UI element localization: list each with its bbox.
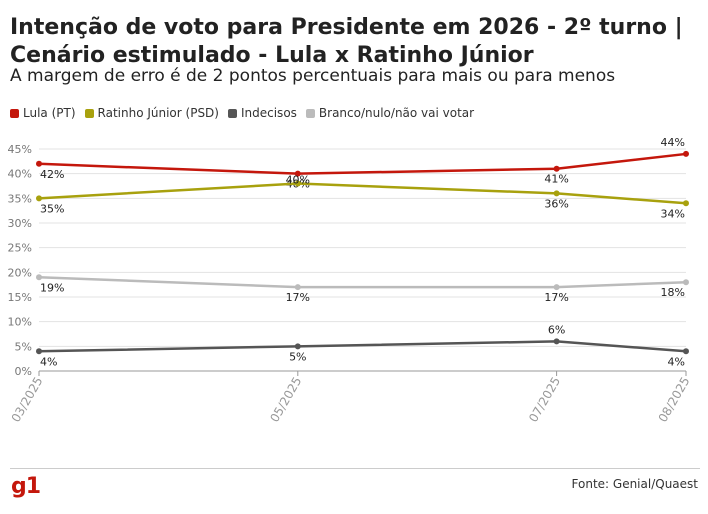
series-line	[38, 340, 687, 353]
data-point	[683, 200, 689, 207]
y-tick-label: 45%	[8, 143, 32, 156]
data-point	[294, 170, 301, 177]
y-tick-label: 30%	[8, 217, 32, 230]
chart-subtitle: A margem de erro é de 2 pontos percentua…	[10, 66, 616, 86]
data-label: 44%	[661, 136, 685, 149]
chart-title: Intenção de voto para Presidente em 2026…	[10, 15, 683, 68]
legend-label-indecisos: Indecisos	[240, 106, 297, 120]
legend-label-branco: Branco/nulo/não vai votar	[318, 106, 475, 120]
data-point	[553, 190, 560, 197]
data-label: 4%	[40, 355, 57, 368]
footer-divider	[10, 468, 700, 469]
data-point	[294, 284, 301, 291]
data-label: 36%	[544, 197, 568, 210]
legend-swatch-lula	[10, 108, 19, 118]
data-label: 18%	[661, 286, 685, 299]
data-label: 19%	[40, 281, 64, 294]
data-label: 17%	[286, 291, 310, 304]
legend-item-lula: Lula (PT)	[10, 106, 76, 120]
data-point	[553, 338, 560, 345]
data-point	[683, 150, 689, 157]
data-label: 35%	[40, 202, 64, 215]
x-tick-label: 07/2025	[526, 375, 563, 425]
data-point	[36, 160, 42, 167]
series-line	[38, 182, 687, 205]
data-label: 42%	[40, 168, 64, 181]
legend-item-indecisos: Indecisos	[227, 106, 297, 120]
data-label: 17%	[544, 291, 568, 304]
series-line	[38, 276, 687, 289]
y-tick-label: 20%	[8, 266, 32, 279]
legend-swatch-branco	[305, 108, 315, 118]
data-point	[36, 274, 42, 281]
data-point	[683, 348, 689, 355]
legend: Lula (PT) Ratinho Júnior (PSD) Indecisos…	[10, 106, 474, 120]
x-tick-label: 03/2025	[9, 375, 46, 425]
data-point	[36, 195, 42, 202]
data-point	[553, 165, 560, 172]
legend-swatch-ratinho	[84, 108, 94, 118]
legend-swatch-indecisos	[227, 108, 237, 118]
data-label: 5%	[289, 350, 306, 363]
source-note: Fonte: Genial/Quaest	[571, 477, 698, 491]
data-label: 34%	[661, 207, 685, 220]
x-tick-label: 05/2025	[267, 375, 304, 425]
series-line	[38, 152, 687, 175]
legend-label-lula: Lula (PT)	[23, 106, 76, 120]
data-point	[294, 343, 301, 350]
legend-item-ratinho: Ratinho Júnior (PSD)	[84, 106, 219, 120]
data-point	[36, 348, 42, 355]
y-tick-label: 5%	[15, 340, 32, 353]
legend-item-branco: Branco/nulo/não vai votar	[305, 106, 475, 120]
data-point	[683, 279, 689, 286]
data-label: 6%	[548, 323, 565, 336]
y-tick-label: 15%	[8, 291, 32, 304]
line-chart: 0% 5% 10% 15% 20% 25% 30% 35% 40% 45% 03/2025 05/20…	[8, 136, 693, 425]
y-tick-label: 25%	[8, 242, 32, 255]
g1-logo: g1	[11, 474, 41, 499]
legend-label-ratinho: Ratinho Júnior (PSD)	[97, 106, 219, 120]
y-tick-label: 35%	[8, 192, 32, 205]
x-tick-label: 08/2025	[656, 375, 693, 425]
data-label: 4%	[668, 355, 685, 368]
y-tick-label: 40%	[8, 168, 32, 181]
data-point	[294, 180, 301, 187]
data-point	[553, 284, 560, 291]
y-tick-label: 0%	[15, 365, 32, 378]
y-tick-label: 10%	[8, 316, 32, 329]
data-label: 40%	[286, 174, 310, 187]
data-label: 41%	[544, 173, 568, 186]
